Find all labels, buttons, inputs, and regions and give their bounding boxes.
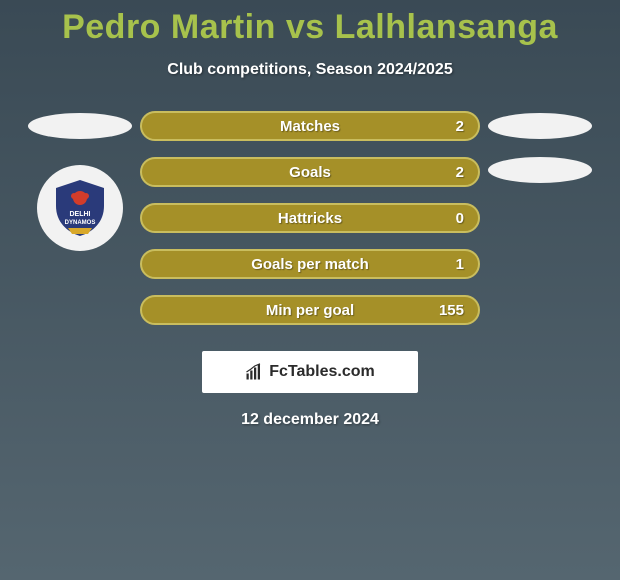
page-subtitle: Club competitions, Season 2024/2025 (167, 61, 452, 79)
stat-label: Goals (289, 164, 331, 181)
brand-text: FcTables.com (269, 363, 375, 381)
stat-label: Goals per match (251, 256, 369, 273)
stat-bar-goals-per-match: Goals per match 1 (140, 249, 480, 279)
right-player-face-placeholder (488, 113, 592, 139)
stat-value: 155 (439, 302, 464, 319)
stat-bar-min-per-goal: Min per goal 155 (140, 295, 480, 325)
right-player-club-placeholder (488, 157, 592, 183)
brand-box[interactable]: FcTables.com (202, 351, 418, 393)
page-title: Pedro Martin vs Lalhlansanga (62, 8, 558, 47)
svg-text:DYNAMOS: DYNAMOS (65, 220, 96, 226)
stat-value: 1 (456, 256, 464, 273)
stat-value: 0 (456, 210, 464, 227)
stat-bar-hattricks: Hattricks 0 (140, 203, 480, 233)
stat-label: Matches (280, 118, 340, 135)
stat-value: 2 (456, 164, 464, 181)
club-shield-icon: DELHI DYNAMOS (48, 176, 112, 240)
svg-text:DELHI: DELHI (70, 211, 91, 218)
stat-bar-matches: Matches 2 (140, 111, 480, 141)
stats-bars: Matches 2 Goals 2 Hattricks 0 Goals per … (140, 111, 480, 325)
stat-label: Min per goal (266, 302, 354, 319)
main-row: DELHI DYNAMOS Matches 2 Goals 2 Hattrick… (0, 111, 620, 325)
chart-icon (245, 363, 263, 381)
left-player-club-badge: DELHI DYNAMOS (37, 165, 123, 251)
left-player-face-placeholder (28, 113, 132, 139)
date-line: 12 december 2024 (241, 411, 379, 429)
stat-bar-goals: Goals 2 (140, 157, 480, 187)
right-player-column (480, 111, 600, 183)
left-player-column: DELHI DYNAMOS (20, 111, 140, 251)
content-wrapper: Pedro Martin vs Lalhlansanga Club compet… (0, 0, 620, 580)
stat-value: 2 (456, 118, 464, 135)
stat-label: Hattricks (278, 210, 342, 227)
